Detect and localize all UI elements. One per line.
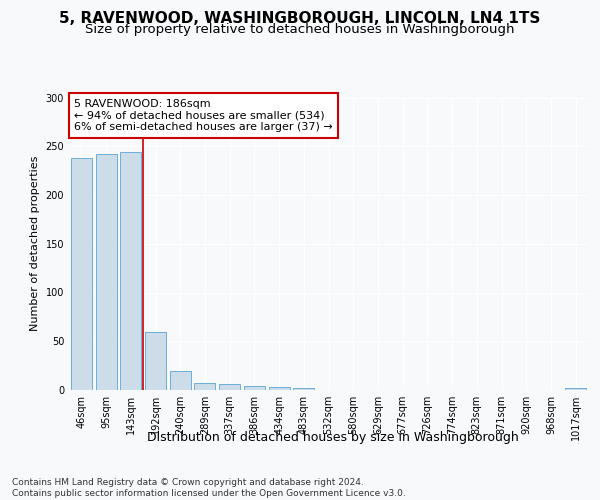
Bar [194, 383, 215, 390]
Bar [293, 388, 314, 390]
Text: 5, RAVENWOOD, WASHINGBOROUGH, LINCOLN, LN4 1TS: 5, RAVENWOOD, WASHINGBOROUGH, LINCOLN, L… [59, 11, 541, 26]
Bar [95, 154, 116, 390]
Bar [170, 370, 191, 390]
Text: Distribution of detached houses by size in Washingborough: Distribution of detached houses by size … [147, 431, 519, 444]
Text: Size of property relative to detached houses in Washingborough: Size of property relative to detached ho… [85, 22, 515, 36]
Bar [244, 386, 265, 390]
Y-axis label: Number of detached properties: Number of detached properties [30, 156, 40, 332]
Bar [269, 387, 290, 390]
Bar [71, 158, 92, 390]
Bar [120, 152, 141, 390]
Bar [565, 388, 586, 390]
Bar [219, 384, 240, 390]
Text: Contains HM Land Registry data © Crown copyright and database right 2024.
Contai: Contains HM Land Registry data © Crown c… [12, 478, 406, 498]
Bar [145, 332, 166, 390]
Text: 5 RAVENWOOD: 186sqm
← 94% of detached houses are smaller (534)
6% of semi-detach: 5 RAVENWOOD: 186sqm ← 94% of detached ho… [74, 99, 333, 132]
